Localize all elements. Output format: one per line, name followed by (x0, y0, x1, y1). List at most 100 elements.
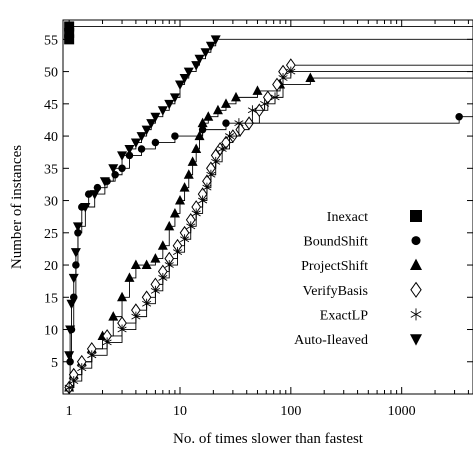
data-point (142, 298, 152, 309)
data-point (99, 177, 110, 187)
legend-marker (410, 281, 422, 298)
y-axis-title: Number of instances (9, 145, 25, 269)
data-point (222, 119, 230, 127)
data-point (205, 41, 216, 52)
series-verifybasis (64, 58, 473, 395)
data-point (117, 291, 128, 302)
data-point (130, 259, 141, 270)
data-point (141, 259, 152, 270)
data-point (151, 138, 160, 147)
data-point (68, 273, 79, 284)
legend-marker (410, 258, 422, 270)
data-point (89, 190, 100, 200)
data-point (124, 144, 135, 155)
series-inexact (64, 21, 473, 45)
data-point (455, 112, 463, 121)
data-point (230, 91, 241, 102)
series-line (68, 25, 473, 40)
series-line (69, 38, 473, 356)
data-point (80, 203, 91, 213)
data-point (191, 143, 202, 153)
data-point (131, 311, 141, 322)
data-point (179, 182, 190, 192)
data-point (157, 106, 168, 116)
legend-label: Auto-Ileaved (294, 333, 368, 348)
y-tick-label: 25 (44, 227, 58, 242)
data-point (137, 145, 146, 153)
y-tick-label: 10 (44, 324, 58, 339)
data-point (180, 234, 190, 245)
data-point (234, 118, 244, 129)
data-point (235, 122, 246, 137)
data-point (197, 117, 208, 128)
data-point (93, 183, 102, 192)
axis-layer: 5 10 15 20 25 30 35 40 45 50 55 1 10 100 1000 (44, 20, 473, 419)
data-point (87, 350, 97, 361)
data-point (146, 119, 157, 129)
legend: Inexact BoundShift ProjectShift VerifyBasis… (294, 210, 422, 348)
data-point (64, 27, 75, 38)
legend-label: ExactLP (320, 308, 368, 323)
y-tick-label: 5 (51, 356, 58, 371)
data-point (136, 132, 147, 142)
data-point (278, 73, 288, 84)
series-line (69, 77, 473, 389)
data-point (210, 35, 221, 45)
x-tick-label: 10 (173, 404, 187, 419)
data-point (187, 156, 198, 166)
legend-marker (410, 210, 422, 222)
y-tick-label: 55 (44, 33, 58, 48)
data-point (77, 363, 87, 374)
data-point (117, 324, 127, 335)
data-point (70, 248, 81, 258)
data-point (158, 272, 168, 283)
data-point (102, 337, 112, 348)
data-point (217, 143, 227, 154)
series-projectshift (64, 72, 473, 392)
data-point (260, 98, 270, 109)
y-tick-label: 50 (44, 66, 58, 81)
data-point (157, 240, 168, 250)
series-line (69, 64, 473, 389)
data-point (211, 156, 221, 167)
y-tick-label: 35 (44, 162, 58, 177)
data-point (66, 299, 77, 310)
data-point (64, 34, 75, 45)
legend-label: ProjectShift (301, 259, 368, 274)
y-tick-label: 20 (44, 259, 58, 274)
data-point (191, 208, 201, 219)
plot-frame (62, 19, 473, 395)
data-point (247, 105, 257, 116)
data-point (84, 190, 93, 198)
data-point (164, 220, 175, 231)
x-axis-title: No. of times slower than fastest (173, 431, 364, 447)
x-tick-label: 1 (66, 404, 73, 419)
data-point (270, 92, 280, 103)
series-layer (64, 21, 473, 395)
data-point (141, 125, 152, 136)
data-point (65, 325, 76, 336)
data-point (108, 311, 119, 321)
data-point (164, 260, 174, 271)
legend-label: VerifyBasis (303, 284, 368, 299)
data-point (174, 195, 185, 205)
data-point (183, 169, 194, 179)
data-point (171, 132, 179, 140)
data-point (202, 182, 212, 193)
data-point (305, 72, 316, 83)
data-point (194, 130, 205, 141)
data-point (183, 67, 194, 78)
data-point (200, 48, 211, 58)
data-point (108, 164, 119, 174)
data-point (72, 222, 83, 232)
data-point (191, 61, 202, 71)
series-line (69, 71, 473, 389)
data-point (66, 358, 74, 366)
data-point (286, 66, 296, 77)
data-point (225, 131, 235, 142)
data-point (169, 207, 180, 218)
series-auto-ileaved (64, 35, 473, 361)
data-point (252, 85, 263, 95)
plot-border (62, 19, 473, 395)
